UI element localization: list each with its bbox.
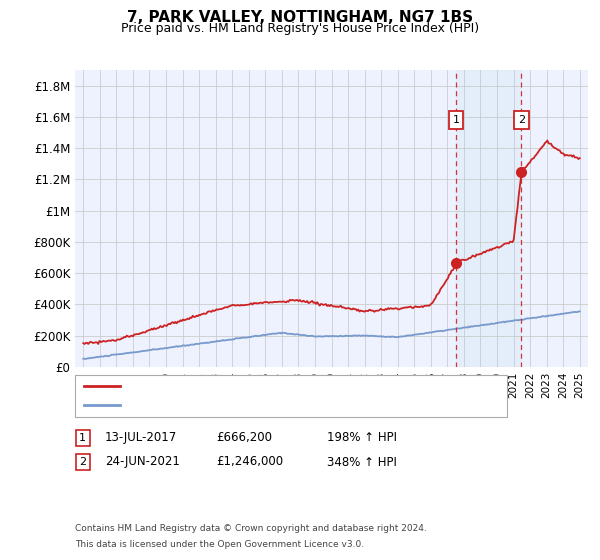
Text: 1: 1 [452, 115, 460, 125]
Text: 7, PARK VALLEY, NOTTINGHAM, NG7 1BS (detached house): 7, PARK VALLEY, NOTTINGHAM, NG7 1BS (det… [126, 381, 454, 391]
Text: 2: 2 [79, 457, 86, 467]
Text: 13-JUL-2017: 13-JUL-2017 [105, 431, 177, 445]
Text: 348% ↑ HPI: 348% ↑ HPI [327, 455, 397, 469]
Text: 7, PARK VALLEY, NOTTINGHAM, NG7 1BS: 7, PARK VALLEY, NOTTINGHAM, NG7 1BS [127, 10, 473, 25]
Text: £1,246,000: £1,246,000 [216, 455, 283, 469]
Text: HPI: Average price, detached house, City of Nottingham: HPI: Average price, detached house, City… [126, 400, 438, 410]
Text: 1: 1 [79, 433, 86, 443]
Text: Contains HM Land Registry data © Crown copyright and database right 2024.: Contains HM Land Registry data © Crown c… [75, 524, 427, 533]
Text: 2: 2 [518, 115, 525, 125]
Text: This data is licensed under the Open Government Licence v3.0.: This data is licensed under the Open Gov… [75, 540, 364, 549]
Text: 24-JUN-2021: 24-JUN-2021 [105, 455, 180, 469]
Text: Price paid vs. HM Land Registry's House Price Index (HPI): Price paid vs. HM Land Registry's House … [121, 22, 479, 35]
Text: £666,200: £666,200 [216, 431, 272, 445]
Bar [456, 70, 521, 367]
Text: 198% ↑ HPI: 198% ↑ HPI [327, 431, 397, 445]
